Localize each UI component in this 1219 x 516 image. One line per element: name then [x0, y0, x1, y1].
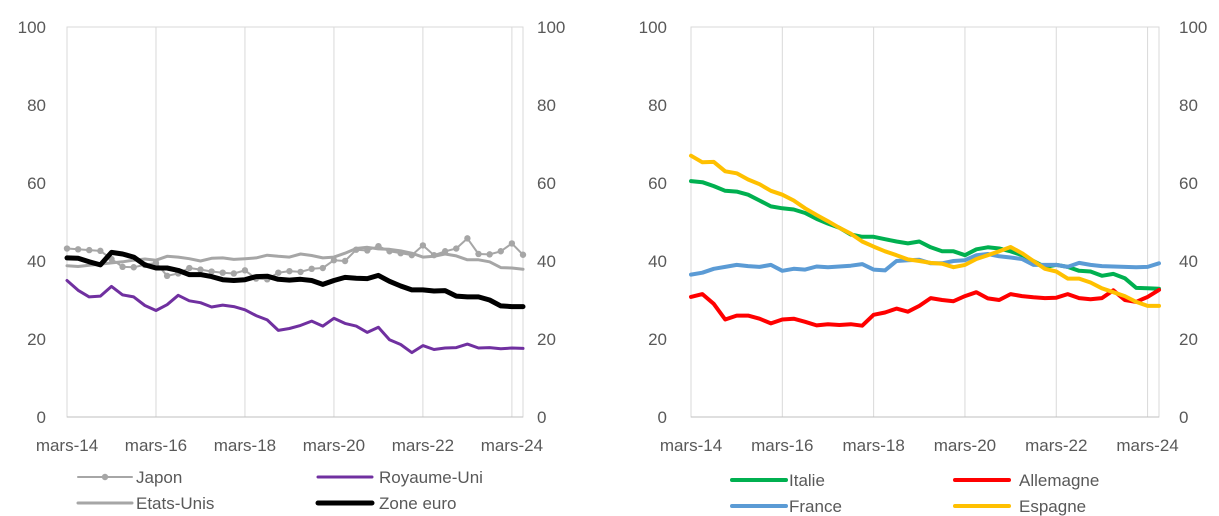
data-point-japon [163, 272, 171, 280]
data-point-japon [208, 268, 215, 275]
x-tick-label: mars-18 [214, 436, 276, 455]
data-point-japon [297, 268, 304, 276]
x-tick-label: mars-22 [1025, 436, 1087, 455]
data-point-japon [119, 263, 126, 271]
x-tick-label: mars-20 [303, 436, 365, 455]
data-point-japon [453, 245, 460, 252]
data-point-japon [419, 242, 427, 249]
y-tick-label-right: 80 [1179, 96, 1198, 115]
x-tick-label: mars-24 [1116, 436, 1178, 455]
y-tick-label-left: 20 [27, 330, 46, 349]
x-tick-label: mars-24 [481, 436, 543, 455]
y-tick-label-right: 40 [537, 252, 556, 271]
x-tick-label: mars-14 [36, 436, 98, 455]
data-point-japon [219, 269, 226, 276]
data-point-japon [186, 264, 193, 272]
data-point-japon [319, 264, 327, 272]
x-tick-label: mars-20 [934, 436, 996, 455]
legend-label-allemagne: Allemagne [1019, 471, 1099, 490]
y-tick-label-right: 80 [537, 96, 556, 115]
x-tick-label: mars-22 [392, 436, 454, 455]
y-tick-label-left: 60 [648, 174, 667, 193]
x-tick-label: mars-18 [842, 436, 904, 455]
y-tick-label-left: 0 [37, 408, 46, 427]
series-line-zone-euro [64, 249, 526, 310]
y-tick-label-left: 80 [648, 96, 667, 115]
legend-label-etats-unis: Etats-Unis [136, 494, 214, 513]
y-tick-label-right: 60 [1179, 174, 1198, 193]
y-tick-label-right: 20 [1179, 330, 1198, 349]
data-point-japon [63, 245, 71, 252]
y-tick-label-right: 100 [537, 18, 565, 37]
y-tick-label-left: 0 [658, 408, 667, 427]
series-line-etats-unis [65, 245, 525, 271]
legend-label-japon: Japon [136, 468, 182, 487]
legend-label-espagne: Espagne [1019, 497, 1086, 516]
data-point-japon [308, 265, 315, 272]
y-tick-label-left: 100 [639, 18, 667, 37]
data-point-japon [519, 251, 527, 258]
data-point-japon [341, 257, 349, 265]
series-line-espagne [689, 153, 1161, 308]
data-point-japon [230, 270, 238, 277]
data-point-japon [74, 246, 82, 253]
y-tick-label-left: 80 [27, 96, 46, 115]
legend-marker-japon [101, 473, 109, 481]
legend-label-zone-euro: Zone euro [379, 494, 457, 513]
y-tick-label-left: 60 [27, 174, 46, 193]
plot-frame [690, 26, 1160, 418]
data-point-japon [130, 264, 137, 271]
y-tick-label-left: 100 [18, 18, 46, 37]
y-tick-label-left: 40 [648, 252, 667, 271]
legend-label-royaume-uni: Royaume-Uni [379, 468, 483, 487]
x-tick-label: mars-14 [660, 436, 722, 455]
data-point-japon [464, 235, 471, 242]
data-point-japon [275, 269, 282, 276]
y-tick-label-left: 40 [27, 252, 46, 271]
x-tick-label: mars-16 [125, 436, 187, 455]
chart-panel-2: mars-14 mars-16 mars-18 mars-20 mars-22 mars-… [639, 18, 1208, 516]
y-tick-label-right: 40 [1179, 252, 1198, 271]
data-point-japon [86, 246, 93, 254]
data-point-japon [241, 267, 249, 274]
y-tick-label-right: 60 [537, 174, 556, 193]
y-tick-label-right: 20 [537, 330, 556, 349]
y-tick-label-right: 100 [1179, 18, 1207, 37]
y-tick-label-left: 20 [648, 330, 667, 349]
data-point-japon [508, 240, 516, 247]
y-tick-label-right: 0 [1179, 408, 1188, 427]
series-line-italie [689, 179, 1161, 291]
data-point-japon [475, 250, 482, 258]
legend-label-italie: Italie [789, 471, 825, 490]
series-line-royaume-uni [65, 279, 525, 355]
chart-panel-1: mars-14 mars-16 mars-18 mars-20 mars-22 mars-… [18, 18, 566, 513]
data-point-japon [286, 267, 293, 275]
legend-label-france: France [789, 497, 842, 516]
y-tick-label-right: 0 [537, 408, 546, 427]
data-point-japon [97, 247, 104, 255]
data-point-japon [497, 248, 504, 255]
data-point-japon [486, 251, 493, 258]
series-line-allemagne [689, 287, 1161, 328]
data-point-japon [197, 266, 204, 273]
x-tick-label: mars-16 [751, 436, 813, 455]
plot-frame [66, 26, 524, 418]
